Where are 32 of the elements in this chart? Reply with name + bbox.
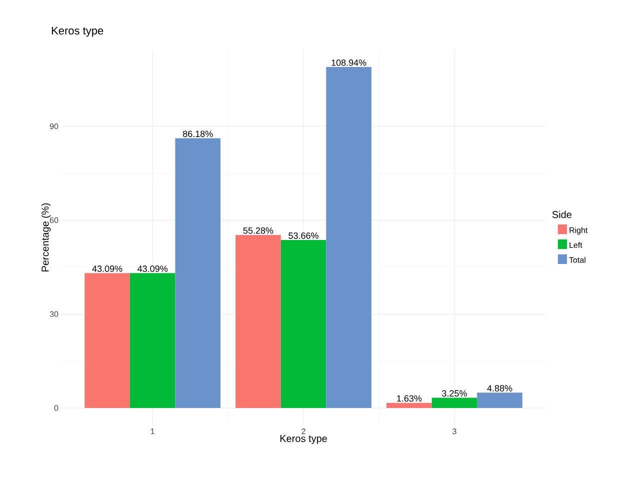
y-tick-label: 60 (50, 217, 58, 224)
x-tick-label: 2 (302, 428, 306, 434)
data-label: 4.88% (487, 385, 512, 392)
data-label: 53.66% (288, 232, 318, 239)
data-label: 108.94% (332, 59, 366, 66)
chart-title: Keros type (52, 26, 104, 37)
data-label: 1.63% (397, 395, 422, 402)
y-axis-title: Percentage (%) (41, 203, 51, 272)
x-tick-label: 3 (452, 428, 456, 434)
y-tick-label: 0 (54, 405, 58, 411)
bar (84, 273, 130, 408)
data-label: 55.28% (243, 227, 274, 234)
legend-label: Right (570, 227, 588, 235)
data-label: 43.09% (92, 266, 122, 272)
legend-label: Left (570, 242, 582, 248)
bar (477, 392, 522, 408)
bar (175, 138, 220, 408)
data-label: 43.09% (138, 266, 168, 272)
bar (386, 402, 432, 408)
legend-title: Side (552, 210, 572, 218)
legend-label: Total (569, 256, 586, 263)
data-label: 3.25% (442, 390, 467, 397)
bar (280, 240, 326, 408)
data-label: 86.18% (182, 130, 213, 138)
x-axis-title: Keros type (280, 435, 327, 444)
y-tick-label: 30 (50, 311, 58, 317)
y-tick-label: 90 (50, 123, 58, 130)
bar (130, 273, 176, 408)
bar (236, 234, 281, 408)
bar (326, 67, 372, 408)
x-tick-label: 1 (150, 428, 154, 434)
bar (432, 398, 478, 408)
